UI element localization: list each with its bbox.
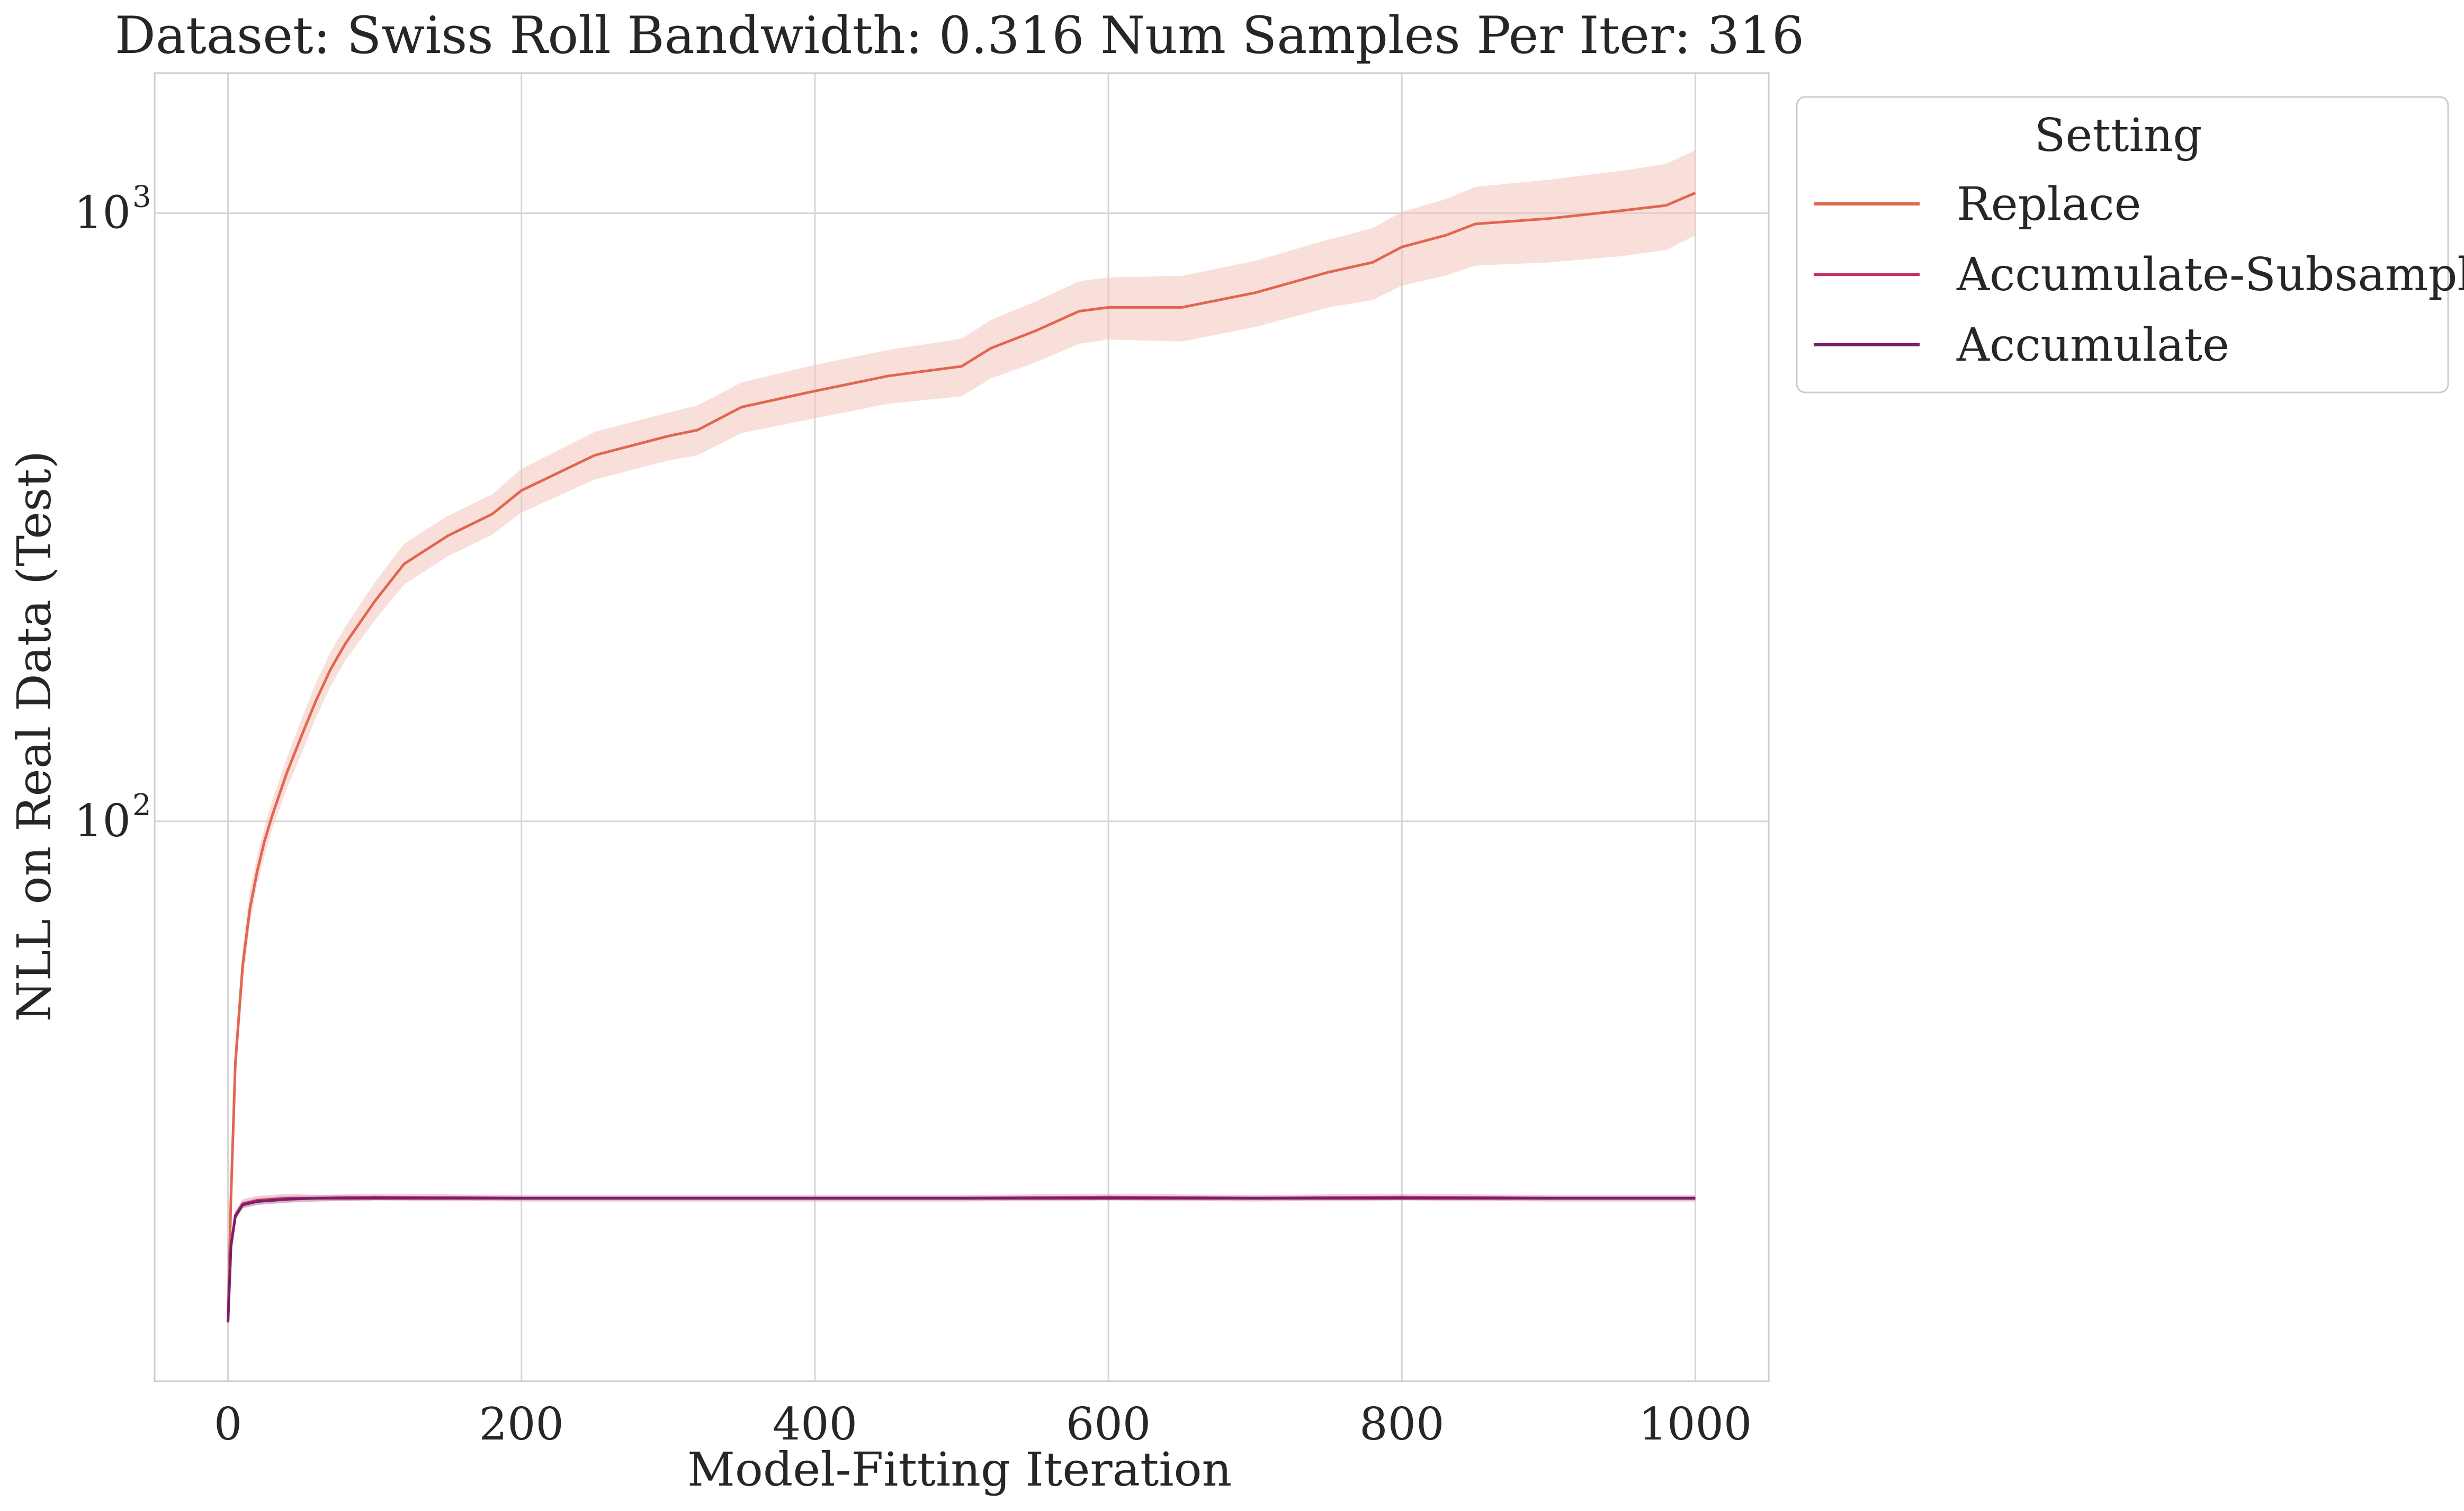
confidence-bands [228, 150, 1696, 1341]
legend-label: Accumulate [1956, 319, 2229, 372]
x-axis-label: Model-Fitting Iteration [687, 1442, 1232, 1497]
plot-frame [154, 72, 1770, 1382]
x-tick-label: 600 [1066, 1398, 1151, 1450]
y-tick-label: 10 [74, 187, 131, 239]
series-line [227, 1196, 1696, 1322]
legend: Setting Replace Accumulate-Subsample Accum… [1796, 96, 2464, 394]
confidence-band [228, 1194, 1696, 1328]
legend-entries: Replace Accumulate-Subsample Accumulate [1814, 178, 2464, 372]
x-tick-label: 800 [1359, 1398, 1444, 1450]
series-lines [227, 191, 1696, 1322]
y-tick-exponent: 3 [132, 180, 151, 214]
legend-title: Setting [2035, 109, 2202, 162]
x-tick-labels: 0 200 400 600 800 1000 [214, 1398, 1752, 1450]
legend-box [1796, 96, 2449, 394]
grid [155, 73, 1769, 1381]
series-line [227, 1195, 1696, 1322]
y-tick-label: 10 [74, 795, 131, 847]
series-line [227, 191, 1696, 1322]
x-tick-label: 0 [214, 1398, 242, 1450]
y-tick-exponent: 2 [132, 788, 151, 822]
legend-label: Accumulate-Subsample [1956, 248, 2464, 301]
legend-label: Replace [1957, 178, 2142, 231]
confidence-band [228, 150, 1696, 1341]
x-tick-label: 1000 [1639, 1398, 1752, 1450]
confidence-band [228, 1195, 1696, 1326]
chart-title: Dataset: Swiss Roll Bandwidth: 0.316 Num… [115, 6, 1804, 65]
y-axis-label: NLL on Real Data (Test) [7, 451, 61, 1022]
x-tick-label: 200 [479, 1398, 564, 1450]
x-tick-label: 400 [773, 1398, 857, 1450]
